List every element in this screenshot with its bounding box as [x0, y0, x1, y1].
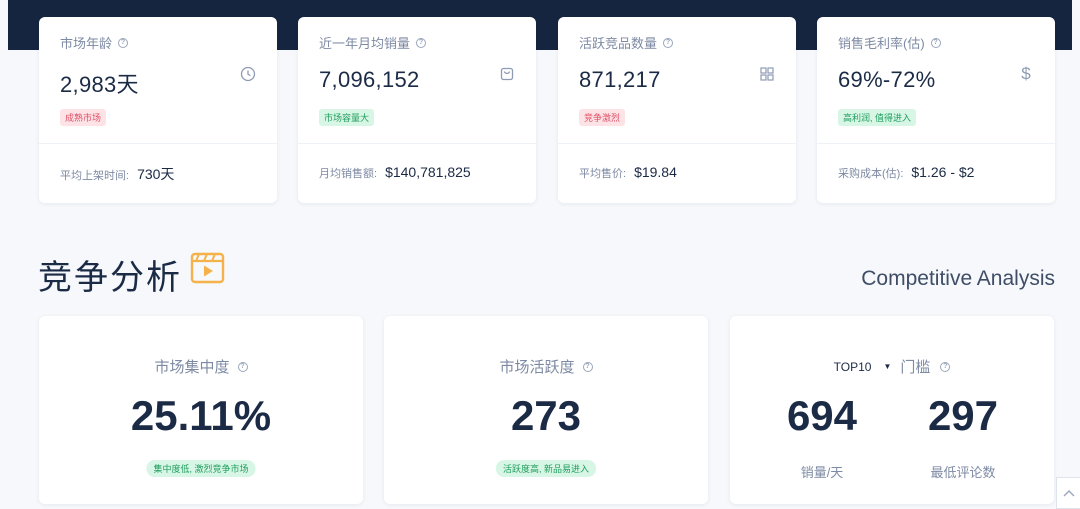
- min-reviews-label: 最低评论数: [930, 465, 996, 480]
- status-badge: 市场容量大: [319, 109, 375, 126]
- divider: [558, 143, 796, 144]
- stat-footer: 平均售价: $19.84: [579, 164, 677, 180]
- caret-down-icon[interactable]: ▼: [883, 362, 892, 371]
- shopping-bag-icon: [498, 65, 516, 83]
- status-badge: 集中度低, 激烈竞争市场: [146, 460, 256, 477]
- analysis-value: 25.11%: [130, 392, 272, 439]
- clock-icon: [239, 65, 257, 83]
- analysis-label: 市场活跃度 ?: [384, 356, 708, 377]
- divider: [39, 143, 277, 144]
- analysis-value: 273: [510, 392, 582, 439]
- status-badge: 成熟市场: [60, 109, 107, 126]
- stat-card-gross-margin: 销售毛利率(估) ? 69%-72% $ 高利润, 值得进入 采购成本(估): …: [817, 17, 1055, 203]
- stat-card-market-age: 市场年龄 ? 2,983天 成熟市场 平均上架时间: 730天: [39, 17, 277, 203]
- stat-value: 871,217: [579, 67, 661, 92]
- status-badge: 活跃度高, 新品易进入: [495, 460, 597, 477]
- stat-label: 销售毛利率(估) ?: [838, 33, 941, 52]
- help-icon[interactable]: ?: [416, 37, 427, 48]
- analysis-card-threshold: TOP10 ▼ 门槛 ? 694 297 销量/天 最低评论数: [730, 316, 1054, 504]
- help-icon[interactable]: ?: [940, 361, 951, 372]
- help-icon[interactable]: ?: [237, 361, 248, 372]
- sales-per-day-label: 销量/天: [800, 465, 844, 480]
- section-subtitle: Competitive Analysis: [861, 267, 1055, 290]
- analysis-card-concentration: 市场集中度 ? 25.11% 集中度低, 激烈竞争市场: [39, 316, 363, 504]
- divider: [298, 143, 536, 144]
- sales-per-day-value: 694: [786, 392, 858, 439]
- grid-icon: [758, 65, 776, 83]
- section-title: 竞争分析: [38, 259, 182, 297]
- divider: [817, 143, 1055, 144]
- help-icon[interactable]: ?: [582, 361, 593, 372]
- stat-value: 69%-72%: [838, 67, 936, 92]
- help-icon[interactable]: ?: [930, 37, 941, 48]
- analysis-label: 市场集中度 ?: [39, 356, 363, 377]
- threshold-label: 门槛: [900, 359, 931, 376]
- stat-footer: 采购成本(估): $1.26 - $2: [838, 164, 975, 180]
- video-icon: [190, 251, 225, 285]
- stat-footer: 月均销售额: $140,781,825: [319, 164, 471, 180]
- threshold-header: TOP10 ▼ 门槛 ?: [730, 356, 1054, 377]
- stat-footer: 平均上架时间: 730天: [60, 166, 175, 182]
- help-icon[interactable]: ?: [118, 37, 129, 48]
- stat-value: 2,983天: [60, 72, 139, 97]
- dollar-icon: $: [1021, 64, 1031, 83]
- stat-card-active-competitors: 活跃竞品数量 ? 871,217 竞争激烈 平均售价: $19.84: [558, 17, 796, 203]
- status-badge: 高利润, 值得进入: [838, 109, 917, 126]
- stat-label: 活跃竞品数量 ?: [579, 33, 674, 52]
- stat-value: 7,096,152: [319, 67, 420, 92]
- status-badge: 竞争激烈: [579, 109, 626, 126]
- stat-label: 市场年龄 ?: [60, 33, 129, 52]
- stat-card-monthly-sales: 近一年月均销量 ? 7,096,152 市场容量大 月均销售额: $140,78…: [298, 17, 536, 203]
- stat-label: 近一年月均销量 ?: [319, 33, 427, 52]
- scroll-to-top-button[interactable]: [1056, 477, 1080, 509]
- chevron-up-icon: [1063, 490, 1074, 497]
- help-icon[interactable]: ?: [663, 37, 674, 48]
- min-reviews-value: 297: [927, 392, 999, 439]
- analysis-card-activity: 市场活跃度 ? 273 活跃度高, 新品易进入: [384, 316, 708, 504]
- top-select[interactable]: TOP10: [833, 359, 872, 374]
